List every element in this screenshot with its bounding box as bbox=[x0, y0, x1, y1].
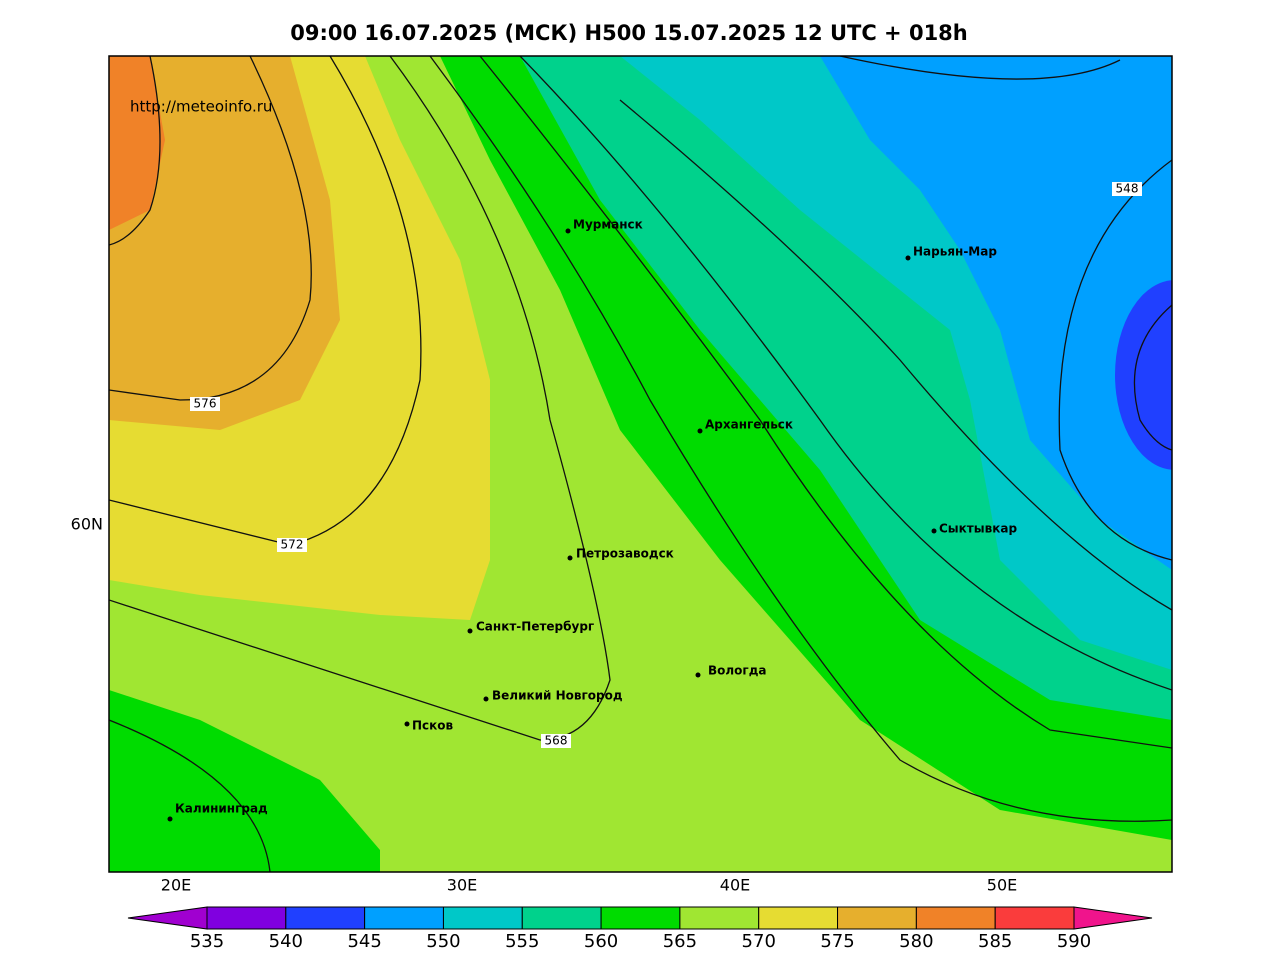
contour-label: 576 bbox=[194, 397, 217, 411]
colorbar-segment bbox=[285, 906, 366, 930]
x-axis-label: 50E bbox=[987, 876, 1017, 895]
city-label: Мурманск bbox=[573, 218, 643, 232]
label-bg bbox=[277, 538, 307, 552]
contour bbox=[1058, 159, 1172, 561]
city-dot bbox=[567, 555, 573, 561]
contour bbox=[839, 56, 1121, 80]
colorbar-segment bbox=[206, 906, 287, 930]
city-dot bbox=[565, 228, 571, 234]
colorbar-tick-label: 535 bbox=[190, 931, 224, 952]
colorbar-under bbox=[127, 906, 208, 930]
y-axis-label: 60N bbox=[71, 515, 103, 534]
contour bbox=[109, 56, 422, 546]
x-axis-label: 40E bbox=[720, 876, 750, 895]
colorbar-tick-label: 570 bbox=[742, 931, 776, 952]
city-dot bbox=[695, 672, 701, 678]
field-545 bbox=[1115, 280, 1172, 470]
field-580 bbox=[109, 56, 340, 430]
x-axis-label: 30E bbox=[447, 876, 477, 895]
cities: Мурманск Нарьян-Мар Архангельск Сыктывка… bbox=[167, 218, 1017, 822]
city-dot bbox=[467, 628, 473, 634]
colorbar: 535 540 545 550 555 560 565 570 575 580 585 590 bbox=[127, 906, 1153, 952]
contour-label: 572 bbox=[281, 538, 304, 552]
colorbar-tick-label: 575 bbox=[820, 931, 854, 952]
contour bbox=[479, 56, 1172, 749]
map-frame bbox=[108, 55, 1173, 873]
colorbar-tick-label: 540 bbox=[269, 931, 303, 952]
city-label: Вологда bbox=[708, 664, 766, 678]
field-550 bbox=[820, 56, 1172, 570]
city-dot bbox=[404, 721, 410, 727]
colorbar-tick-label: 565 bbox=[663, 931, 697, 952]
colorbar-segment bbox=[442, 906, 523, 930]
colorbar-segment bbox=[915, 906, 996, 930]
colorbar-tick-label: 590 bbox=[1057, 931, 1091, 952]
colorbar-segment bbox=[837, 906, 917, 930]
colorbar-tick-label: 580 bbox=[899, 931, 933, 952]
contour bbox=[429, 56, 1172, 822]
contour bbox=[109, 56, 611, 741]
axis-labels: 20E 30E 40E 50E 60N bbox=[71, 515, 1018, 895]
city-label: Сыктывкар bbox=[939, 522, 1017, 536]
field-585 bbox=[109, 56, 165, 230]
contour bbox=[109, 719, 271, 872]
city-label: Псков bbox=[412, 719, 454, 733]
colorbar-segment bbox=[994, 906, 1075, 930]
colorbar-segment bbox=[758, 906, 839, 930]
city-label: Архангельск bbox=[705, 418, 793, 432]
colorbar-segment bbox=[679, 906, 760, 930]
colorbar-tick-label: 555 bbox=[505, 931, 539, 952]
city-label: Великий Новгород bbox=[492, 689, 623, 703]
colorbar-tick-label: 560 bbox=[584, 931, 618, 952]
colorbar-tick-label: 550 bbox=[426, 931, 460, 952]
label-bg bbox=[1112, 182, 1142, 196]
city-dot bbox=[905, 255, 911, 261]
colorbar-tick-label: 585 bbox=[978, 931, 1012, 952]
colorbar-segment bbox=[600, 906, 681, 930]
contour bbox=[1133, 304, 1172, 451]
contour-label: 548 bbox=[1116, 182, 1139, 196]
city-dot bbox=[697, 428, 703, 434]
colorbar-over bbox=[1073, 906, 1153, 930]
city-dot bbox=[167, 816, 173, 822]
field-565 bbox=[109, 690, 380, 872]
label-bg bbox=[190, 397, 220, 411]
title: 09:00 16.07.2025 (МСК) H500 15.07.2025 1… bbox=[290, 21, 968, 45]
city-label: Петрозаводск bbox=[576, 547, 674, 561]
contour bbox=[109, 56, 312, 401]
colorbar-segment bbox=[364, 906, 444, 930]
city-label: Нарьян-Мар bbox=[913, 245, 997, 259]
label-bg bbox=[541, 734, 571, 748]
contour-label: 568 bbox=[545, 734, 568, 748]
contour bbox=[109, 56, 161, 246]
colorbar-segment bbox=[521, 906, 602, 930]
map-area bbox=[109, 56, 1172, 872]
contour bbox=[519, 56, 1172, 691]
contour-labels: 576 572 568 548 bbox=[190, 182, 1142, 748]
city-dot bbox=[931, 528, 937, 534]
contour bbox=[619, 99, 1172, 611]
city-dot bbox=[483, 696, 489, 702]
city-label: Санкт-Петербург bbox=[476, 620, 594, 634]
source-url: http://meteoinfo.ru bbox=[130, 98, 272, 116]
colorbar-tick-label: 545 bbox=[347, 931, 381, 952]
x-axis-label: 20E bbox=[161, 876, 191, 895]
city-label: Калининград bbox=[175, 802, 268, 816]
